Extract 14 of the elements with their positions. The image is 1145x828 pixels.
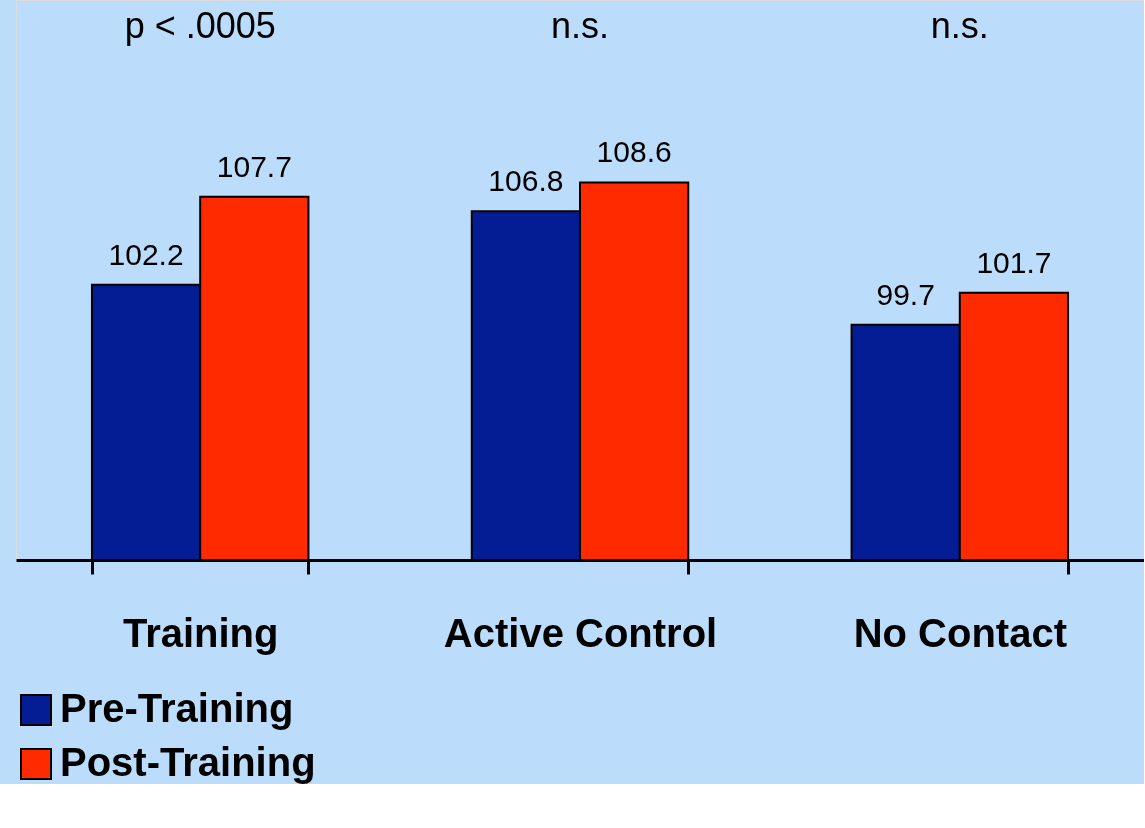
data-label: 99.7 — [876, 277, 935, 311]
legend-label: Post-Training — [60, 740, 316, 784]
data-label: 108.6 — [596, 135, 672, 169]
data-label: 107.7 — [216, 149, 292, 183]
x-tick-label: Active Control — [443, 610, 718, 655]
data-label: 102.2 — [108, 237, 184, 271]
annotation: n.s. — [550, 5, 610, 46]
annotation: n.s. — [930, 5, 989, 46]
annotation: p < .0005 — [124, 5, 276, 46]
legend-label: Pre-Training — [60, 686, 294, 730]
data-label: 101.7 — [976, 245, 1052, 279]
x-tick-label: Training — [122, 610, 279, 655]
x-tick-label: No Contact — [853, 610, 1067, 655]
data-label: 106.8 — [488, 164, 564, 198]
